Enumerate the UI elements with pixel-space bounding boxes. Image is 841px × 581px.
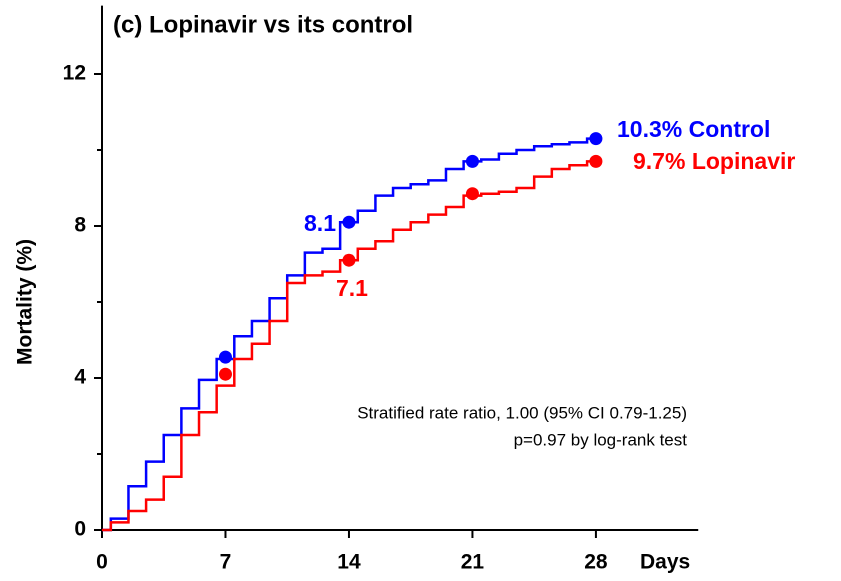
annotation: 8.1 bbox=[304, 210, 336, 236]
annotation: 9.7% Lopinavir bbox=[633, 148, 795, 174]
y-axis-label: Mortality (%) bbox=[14, 239, 37, 365]
marker bbox=[218, 350, 232, 364]
x-tick-label: 21 bbox=[461, 551, 485, 574]
x-tick-label: 14 bbox=[337, 551, 361, 574]
y-tick-label: 8 bbox=[74, 214, 86, 237]
step-line bbox=[102, 137, 596, 532]
marker bbox=[465, 187, 479, 201]
annotation: p=0.97 by log-rank test bbox=[514, 430, 688, 449]
marker bbox=[465, 154, 479, 168]
marker bbox=[218, 367, 232, 381]
y-tick-label: 0 bbox=[74, 518, 86, 541]
marker bbox=[589, 132, 603, 146]
x-tick-label: 7 bbox=[220, 551, 232, 574]
x-tick-label: 0 bbox=[96, 551, 108, 574]
marker bbox=[342, 215, 356, 229]
marker bbox=[589, 154, 603, 168]
y-tick-label: 4 bbox=[74, 366, 86, 389]
annotation: 10.3% Control bbox=[617, 116, 770, 142]
y-tick-label: 12 bbox=[63, 62, 86, 85]
x-axis-label: Days bbox=[640, 551, 690, 574]
x-tick-label: 28 bbox=[584, 551, 608, 574]
annotation: 7.1 bbox=[336, 275, 368, 301]
marker bbox=[342, 253, 356, 267]
annotation: Stratified rate ratio, 1.00 (95% CI 0.79… bbox=[357, 403, 687, 422]
chart-title: (c) Lopinavir vs its control bbox=[113, 11, 413, 38]
